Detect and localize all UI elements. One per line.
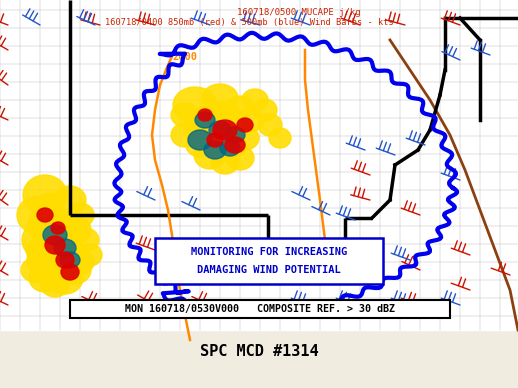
Ellipse shape (173, 87, 217, 123)
Ellipse shape (204, 141, 226, 159)
Ellipse shape (27, 244, 63, 276)
Ellipse shape (225, 137, 245, 153)
Bar (155, 238, 383, 284)
Ellipse shape (51, 222, 65, 234)
Ellipse shape (66, 250, 94, 274)
Ellipse shape (214, 132, 246, 158)
Ellipse shape (186, 133, 214, 157)
Ellipse shape (211, 150, 239, 174)
Text: 2000: 2000 (172, 52, 197, 62)
Ellipse shape (209, 101, 241, 129)
Ellipse shape (213, 120, 237, 140)
Ellipse shape (61, 264, 79, 280)
Ellipse shape (26, 238, 54, 262)
Ellipse shape (231, 126, 259, 150)
Ellipse shape (269, 128, 291, 148)
Ellipse shape (195, 112, 215, 128)
Ellipse shape (45, 236, 65, 254)
Ellipse shape (171, 123, 199, 147)
Ellipse shape (202, 84, 238, 112)
Ellipse shape (207, 133, 223, 147)
Ellipse shape (253, 99, 277, 121)
Ellipse shape (28, 205, 72, 245)
Ellipse shape (56, 252, 74, 268)
Ellipse shape (60, 252, 80, 268)
Ellipse shape (226, 146, 254, 170)
Ellipse shape (36, 193, 64, 217)
Ellipse shape (56, 243, 84, 267)
Ellipse shape (47, 262, 83, 294)
Ellipse shape (209, 121, 231, 139)
Ellipse shape (66, 203, 94, 227)
Ellipse shape (33, 230, 77, 270)
Ellipse shape (59, 256, 91, 284)
Ellipse shape (29, 264, 61, 292)
Ellipse shape (41, 273, 69, 297)
Ellipse shape (258, 114, 282, 136)
Text: 160718/0500 MUCAPE j/kg: 160718/0500 MUCAPE j/kg (237, 8, 361, 17)
Ellipse shape (194, 141, 226, 169)
Ellipse shape (184, 116, 216, 144)
Ellipse shape (237, 118, 253, 132)
Ellipse shape (21, 258, 49, 282)
Text: 160718/0400 850mb (red) & 500mb (blue) Wind Barbs - kts: 160718/0400 850mb (red) & 500mb (blue) W… (105, 18, 393, 27)
Ellipse shape (17, 197, 53, 233)
Ellipse shape (37, 208, 53, 222)
Ellipse shape (192, 105, 228, 135)
Ellipse shape (43, 225, 67, 245)
Text: MONITORING FOR INCREASING: MONITORING FOR INCREASING (191, 247, 347, 257)
Ellipse shape (22, 222, 58, 258)
Text: MON 160718/0530V000   COMPOSITE REF. > 30 dBZ: MON 160718/0530V000 COMPOSITE REF. > 30 … (125, 304, 395, 314)
Text: SPC MCD #1314: SPC MCD #1314 (199, 345, 319, 360)
Ellipse shape (188, 130, 212, 150)
Ellipse shape (198, 109, 212, 121)
Ellipse shape (78, 244, 102, 266)
Ellipse shape (54, 186, 86, 214)
Ellipse shape (71, 228, 99, 252)
Ellipse shape (197, 125, 233, 155)
Ellipse shape (47, 224, 83, 256)
Ellipse shape (236, 108, 264, 132)
Ellipse shape (226, 96, 254, 120)
Bar (70, 300, 450, 318)
Ellipse shape (44, 211, 76, 239)
Ellipse shape (59, 216, 91, 244)
Bar (0, 0, 518, 330)
Ellipse shape (35, 252, 75, 288)
Ellipse shape (220, 140, 240, 156)
Ellipse shape (54, 239, 76, 257)
Ellipse shape (242, 89, 268, 111)
Ellipse shape (225, 127, 245, 143)
Text: DAMAGING WIND POTENTIAL: DAMAGING WIND POTENTIAL (197, 265, 341, 275)
Ellipse shape (23, 175, 67, 215)
Ellipse shape (219, 111, 251, 139)
Ellipse shape (171, 103, 199, 127)
